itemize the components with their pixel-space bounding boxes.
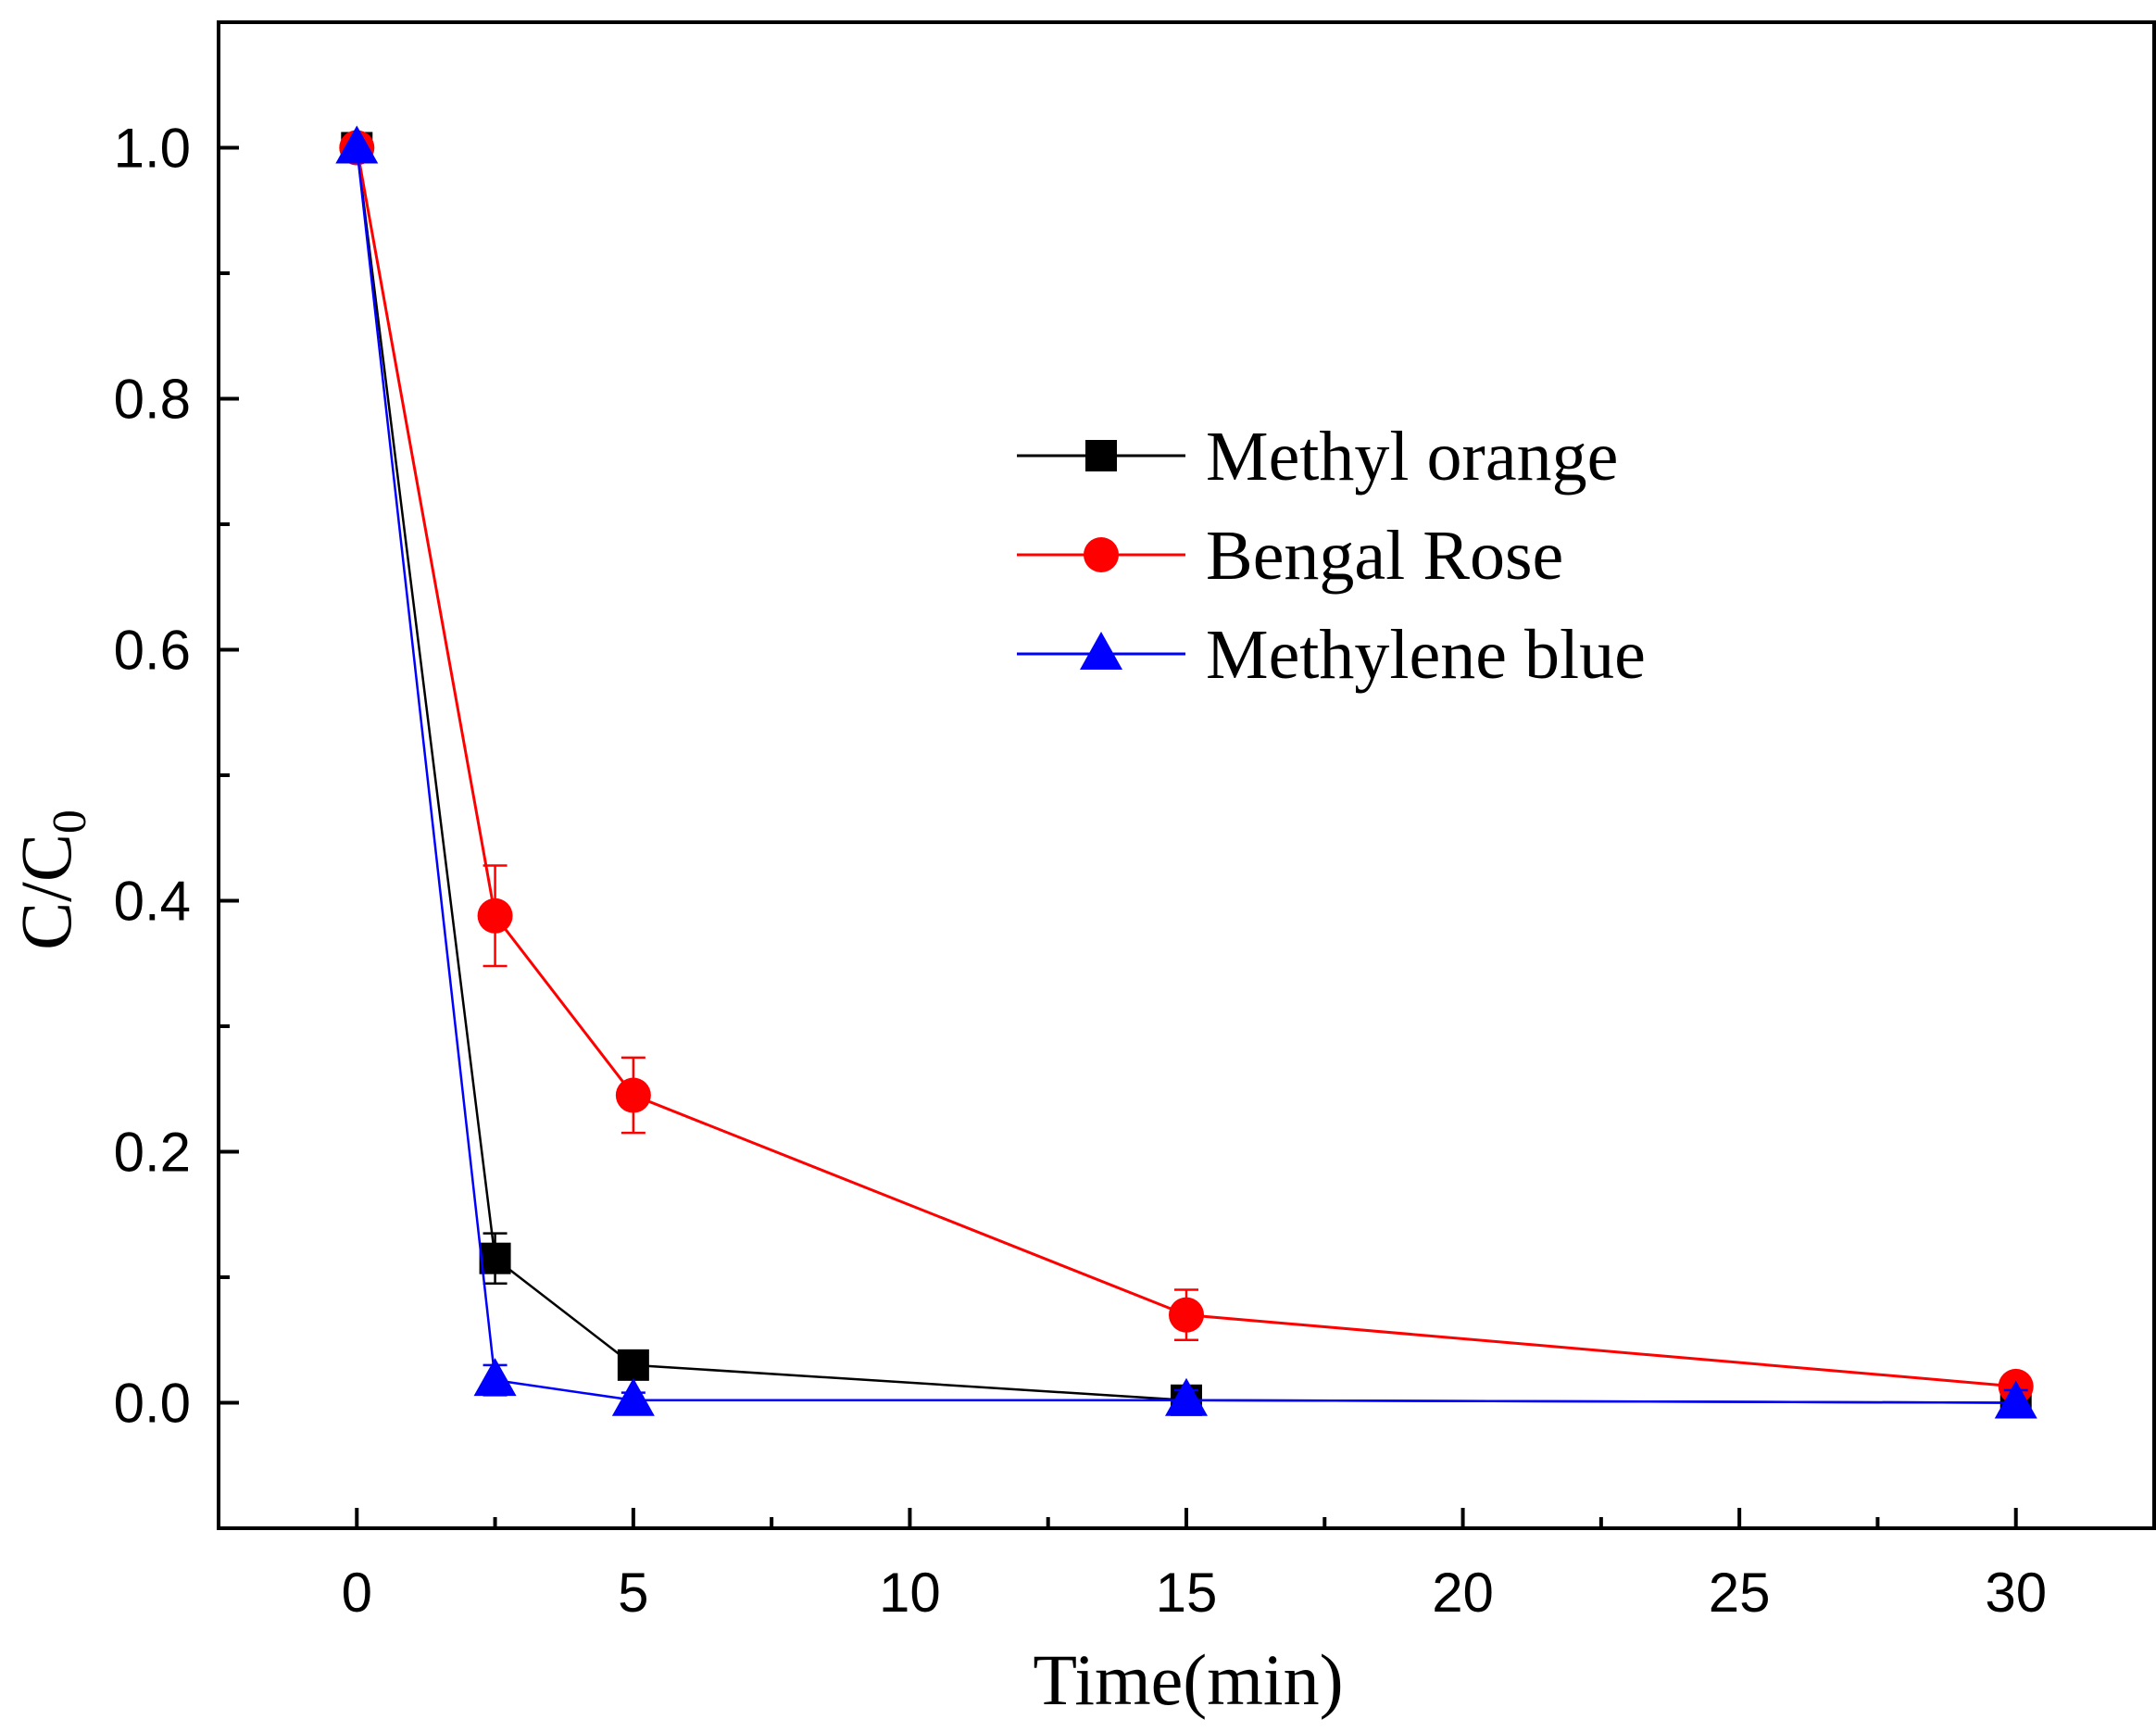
data-point xyxy=(1169,1297,1204,1333)
data-point xyxy=(611,1377,655,1416)
y-axis-title-subscript: 0 xyxy=(44,810,96,834)
y-tick-label: 0.2 xyxy=(114,1122,191,1184)
x-tick-label: 15 xyxy=(1156,1562,1218,1624)
x-tick-label: 20 xyxy=(1432,1562,1494,1624)
x-tick-label: 30 xyxy=(1985,1562,2047,1624)
legend-marker xyxy=(1085,440,1117,471)
x-tick-label: 25 xyxy=(1709,1562,1771,1624)
y-axis-title-main: C/C xyxy=(6,834,86,950)
data-point xyxy=(335,125,379,164)
x-tick-label: 0 xyxy=(342,1562,372,1624)
y-axis-title: C/C0 xyxy=(6,810,96,950)
legend-entry: Bengal Rose xyxy=(1017,517,1563,595)
series-methylene-blue xyxy=(335,125,2037,1419)
data-point xyxy=(1994,1380,2037,1419)
data-point xyxy=(473,1358,517,1397)
y-tick-label: 0.0 xyxy=(114,1373,191,1435)
x-axis-title: Time(min) xyxy=(1033,1639,1343,1720)
legend-entry: Methylene blue xyxy=(1017,616,1646,694)
data-point xyxy=(477,897,513,934)
legend: Methyl orange Bengal Rose Methylene blue xyxy=(1017,418,1646,694)
data-point xyxy=(615,1077,651,1113)
y-tick-label: 0.4 xyxy=(114,871,191,933)
y-tick-label: 0.6 xyxy=(114,620,191,682)
data-point xyxy=(1165,1377,1208,1416)
legend-label: Methyl orange xyxy=(1206,418,1618,496)
series-bengal-rose xyxy=(339,130,2034,1404)
y-tick-label: 0.8 xyxy=(114,369,191,431)
legend-marker xyxy=(1080,632,1122,670)
data-point xyxy=(617,1349,649,1381)
data-point xyxy=(479,1242,511,1274)
x-tick-label: 10 xyxy=(879,1562,941,1624)
x-tick-label: 5 xyxy=(618,1562,648,1624)
legend-entry: Methyl orange xyxy=(1017,418,1618,496)
y-tick-label: 1.0 xyxy=(114,118,191,180)
plot-area-series xyxy=(335,125,2037,1419)
legend-label: Methylene blue xyxy=(1206,616,1646,694)
legend-label: Bengal Rose xyxy=(1206,517,1563,595)
axes: 0 5 10 15 20 25 30 0.0 0.2 0.4 0.6 0.8 1.0 xyxy=(114,20,2156,1624)
legend-marker xyxy=(1084,537,1119,572)
